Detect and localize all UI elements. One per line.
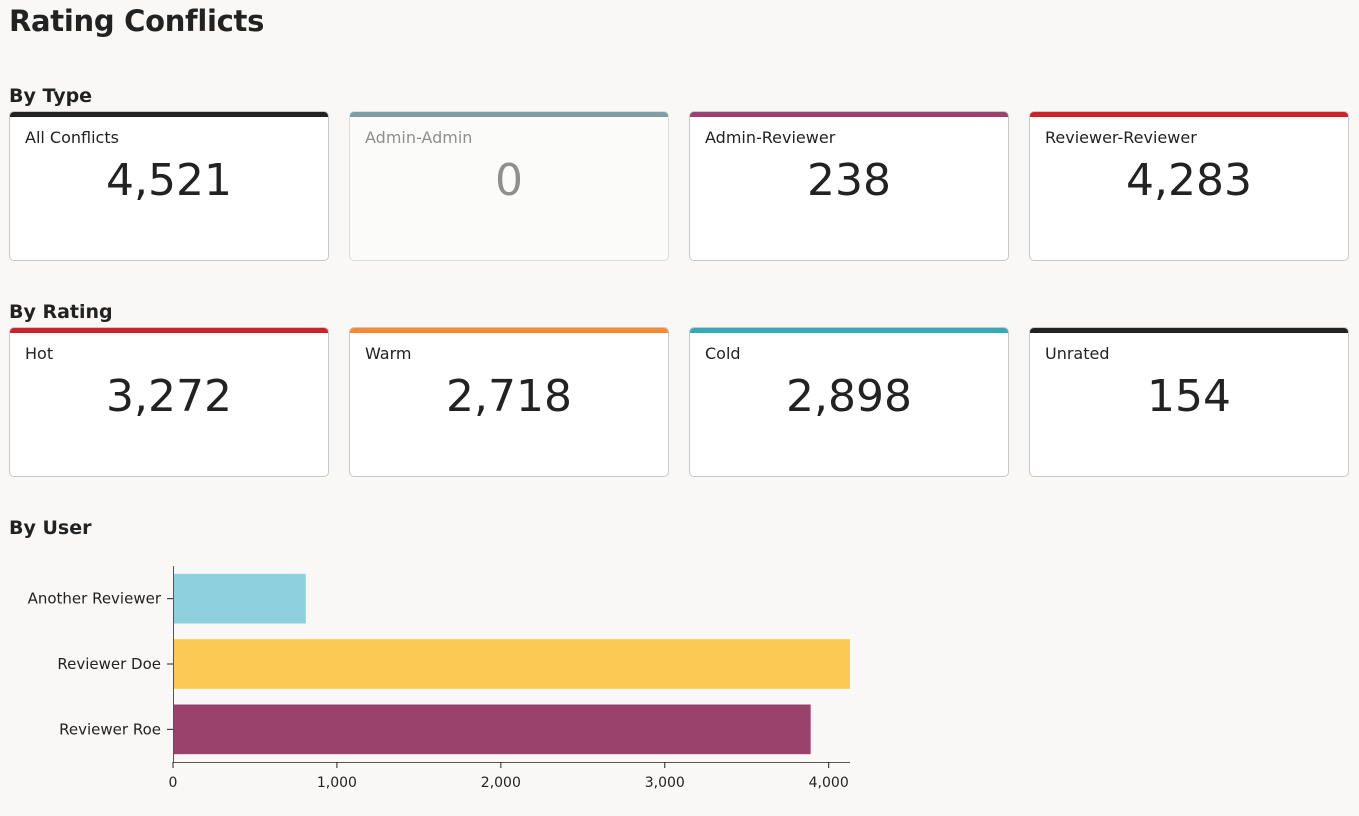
x-tick-label: 1,000 xyxy=(317,775,357,791)
card-value: 4,521 xyxy=(106,155,232,206)
card-value: 3,272 xyxy=(106,371,232,422)
card-admin-reviewer[interactable]: Admin-Reviewer 238 xyxy=(689,111,1009,261)
card-value: 0 xyxy=(495,155,523,206)
by-type-cards: All Conflicts 4,521 Admin-Admin 0 Admin-… xyxy=(9,111,1349,261)
card-value: 2,718 xyxy=(446,371,572,422)
card-label: Admin-Reviewer xyxy=(705,128,836,147)
card-all-conflicts[interactable]: All Conflicts 4,521 xyxy=(9,111,329,261)
card-admin-admin[interactable]: Admin-Admin 0 xyxy=(349,111,669,261)
card-label: Warm xyxy=(365,344,412,363)
card-accent-bar xyxy=(350,112,668,117)
card-accent-bar xyxy=(1030,112,1348,117)
x-tick-label: 3,000 xyxy=(645,775,685,791)
card-value: 2,898 xyxy=(786,371,912,422)
card-unrated[interactable]: Unrated 154 xyxy=(1029,327,1349,477)
x-tick-label: 0 xyxy=(169,775,178,791)
by-rating-cards: Hot 3,272 Warm 2,718 Cold 2,898 Unrated … xyxy=(9,327,1349,477)
card-label: Unrated xyxy=(1045,344,1110,363)
section-title-by-type: By Type xyxy=(9,85,93,107)
card-label: Hot xyxy=(25,344,54,363)
bar-another-reviewer[interactable] xyxy=(173,573,306,624)
x-tick-label: 4,000 xyxy=(809,775,849,791)
y-tick-label: Reviewer Roe xyxy=(59,720,161,738)
card-accent-bar xyxy=(690,112,1008,117)
section-title-by-user: By User xyxy=(9,517,92,539)
card-accent-bar xyxy=(1030,328,1348,333)
card-accent-bar xyxy=(350,328,668,333)
card-accent-bar xyxy=(10,112,328,117)
bar-reviewer-roe[interactable] xyxy=(173,704,811,755)
card-accent-bar xyxy=(690,328,1008,333)
by-user-bar-chart: Another Reviewer Reviewer Doe Reviewer Roe… xyxy=(28,566,850,791)
card-reviewer-reviewer[interactable]: Reviewer-Reviewer 4,283 xyxy=(1029,111,1349,261)
section-title-by-rating: By Rating xyxy=(9,301,113,323)
card-label: Reviewer-Reviewer xyxy=(1045,128,1197,147)
card-warm[interactable]: Warm 2,718 xyxy=(349,327,669,477)
by-user-chart: Another Reviewer Reviewer Doe Reviewer Roe… xyxy=(0,555,880,812)
card-cold[interactable]: Cold 2,898 xyxy=(689,327,1009,477)
x-tick-label: 2,000 xyxy=(481,775,521,791)
bar-reviewer-doe[interactable] xyxy=(173,639,850,689)
y-tick-label: Another Reviewer xyxy=(28,590,162,608)
card-value: 238 xyxy=(807,155,891,206)
card-hot[interactable]: Hot 3,272 xyxy=(9,327,329,477)
card-label: Admin-Admin xyxy=(365,128,473,147)
page-title: Rating Conflicts xyxy=(9,4,265,38)
card-value: 154 xyxy=(1147,371,1231,422)
card-accent-bar xyxy=(10,328,328,333)
y-tick-label: Reviewer Doe xyxy=(57,655,161,673)
card-label: All Conflicts xyxy=(25,128,119,147)
card-value: 4,283 xyxy=(1126,155,1252,206)
card-label: Cold xyxy=(705,344,741,363)
